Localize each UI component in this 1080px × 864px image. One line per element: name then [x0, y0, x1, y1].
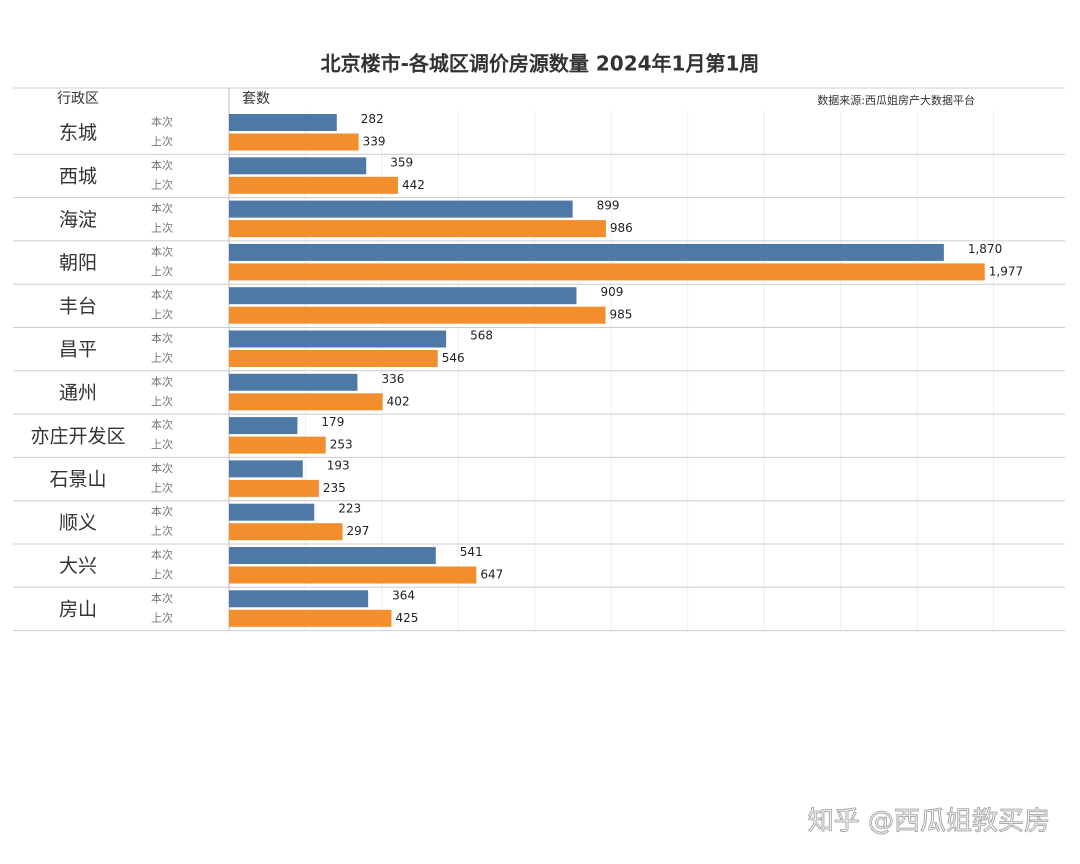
- bar: [229, 436, 326, 454]
- series-label: 上次: [151, 351, 173, 365]
- bar: [229, 503, 315, 521]
- series-label: 上次: [151, 221, 173, 235]
- chart-title: 北京楼市-各城区调价房源数量 2024年1月第1周: [321, 52, 760, 76]
- value-label: 336: [381, 372, 404, 386]
- series-label: 上次: [151, 610, 173, 624]
- value-label: 985: [610, 308, 633, 322]
- bar: [229, 373, 358, 391]
- series-label: 本次: [151, 418, 173, 432]
- series-label: 上次: [151, 307, 173, 321]
- bar: [229, 417, 298, 435]
- bar: [229, 523, 343, 541]
- category-label: 大兴: [59, 555, 97, 577]
- value-label: 253: [330, 438, 353, 452]
- series-label: 本次: [151, 548, 173, 562]
- value-label: 179: [321, 415, 344, 429]
- value-label: 568: [470, 329, 493, 343]
- series-label: 本次: [151, 201, 173, 215]
- bar: [229, 133, 359, 151]
- value-label: 899: [597, 199, 620, 213]
- bar: [229, 609, 392, 627]
- series-label: 本次: [151, 331, 173, 345]
- series-label: 上次: [151, 437, 173, 451]
- bar: [229, 114, 337, 131]
- category-label: 通州: [59, 382, 97, 404]
- watermark: 知乎 @西瓜姐教买房: [808, 807, 1050, 837]
- category-label: 顺义: [59, 512, 97, 534]
- bar: [229, 220, 606, 238]
- series-label: 本次: [151, 374, 173, 388]
- value-label: 647: [480, 568, 503, 582]
- series-label: 本次: [151, 158, 173, 172]
- bar: [229, 306, 606, 324]
- series-label: 本次: [151, 115, 173, 129]
- series-label: 上次: [151, 177, 173, 191]
- bar: [229, 350, 438, 367]
- category-label: 朝阳: [59, 252, 97, 274]
- bar: [229, 590, 369, 608]
- bar: [229, 460, 303, 478]
- series-label: 上次: [151, 524, 173, 538]
- series-label: 上次: [151, 567, 173, 581]
- category-label: 西城: [59, 165, 97, 187]
- value-label: 541: [460, 545, 483, 559]
- series-label: 本次: [151, 591, 173, 605]
- value-label: 282: [361, 112, 384, 126]
- bar: [229, 200, 573, 218]
- bar: [229, 243, 944, 261]
- value-label: 297: [347, 524, 370, 538]
- category-label: 石景山: [49, 469, 106, 491]
- category-label: 昌平: [59, 339, 97, 361]
- value-label: 359: [390, 155, 413, 169]
- value-label: 546: [442, 351, 465, 365]
- bar: [229, 157, 367, 175]
- value-label: 339: [363, 135, 386, 149]
- value-label: 223: [338, 502, 361, 516]
- series-label: 上次: [151, 480, 173, 494]
- value-label: 235: [323, 481, 346, 495]
- bar: [229, 479, 319, 497]
- category-label: 海淀: [59, 209, 97, 231]
- bar: [229, 287, 577, 305]
- bar: [229, 547, 436, 564]
- value-label: 1,870: [968, 242, 1002, 256]
- bar: [229, 176, 398, 194]
- category-label: 房山: [59, 598, 97, 620]
- value-label: 442: [402, 178, 425, 192]
- value-label: 425: [395, 611, 418, 625]
- axis-title: 套数: [242, 91, 270, 107]
- series-label: 上次: [151, 134, 173, 148]
- column-header: 行政区: [57, 91, 99, 107]
- bar: [229, 330, 447, 348]
- category-label: 亦庄开发区: [30, 425, 125, 447]
- series-label: 本次: [151, 461, 173, 475]
- value-label: 909: [600, 285, 623, 299]
- series-label: 上次: [151, 394, 173, 408]
- series-label: 本次: [151, 504, 173, 518]
- value-label: 1,977: [989, 264, 1023, 278]
- value-label: 193: [327, 458, 350, 472]
- series-label: 本次: [151, 288, 173, 302]
- bar: [229, 566, 477, 584]
- series-label: 上次: [151, 264, 173, 278]
- category-label: 东城: [59, 122, 97, 144]
- value-label: 986: [610, 221, 633, 235]
- category-label: 丰台: [59, 295, 97, 317]
- value-label: 402: [387, 394, 410, 408]
- bar: [229, 393, 383, 411]
- bar: [229, 263, 985, 281]
- series-label: 本次: [151, 244, 173, 258]
- source-note: 数据来源:西瓜姐房产大数据平台: [817, 93, 975, 107]
- value-label: 364: [392, 588, 415, 602]
